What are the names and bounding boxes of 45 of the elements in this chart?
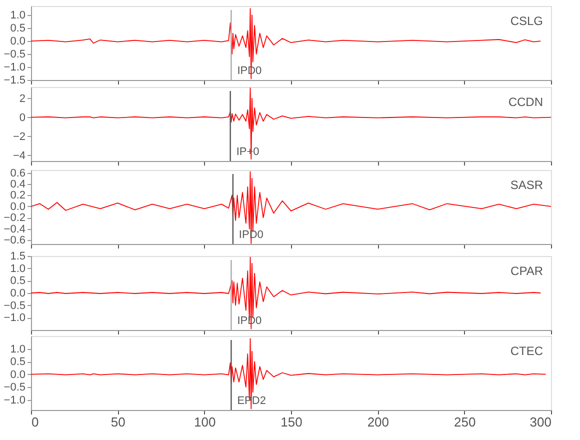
y-tick-label: −1.0 [4,394,26,406]
y-tick-label: −1.0 [4,312,26,324]
line-series [31,88,551,160]
x-tick-label: 100 [194,414,216,430]
y-tick-label: 1.5 [10,250,26,262]
y-tick-label: 0.0 [10,200,26,213]
y-tick-label: 1.0 [10,10,26,22]
y-tick-label: 0.0 [10,368,26,381]
y-tick-label: 0 [19,112,26,124]
y-tick-label: −0.5 [4,300,26,312]
y-tick-label: 0.0 [10,36,26,48]
x-tick-label: 300 [530,414,552,430]
x-tick-label: 250 [454,414,476,430]
text: CCDN [508,95,543,109]
y-tick-label: 1.0 [10,262,26,275]
text: SASR [510,178,544,192]
line-series [31,338,546,410]
text: CPAR [510,264,544,278]
y-tick-label: −0.6 [4,234,26,247]
y-tick-label: 1.0 [10,343,26,356]
y-tick-label: −1.0 [4,62,26,74]
y-tick-label: −0.5 [4,382,26,394]
x-tick-label: 50 [110,414,126,430]
x-tick-label: 150 [280,414,302,430]
x-tick-label: 200 [367,414,390,430]
y-tick-label: 0.5 [10,22,26,35]
x-tick-label: 0 [32,414,39,430]
y-tick-label: 2 [19,92,26,105]
line-series [31,8,542,80]
y-tick-label: −2 [12,130,26,143]
y-tick-label: 0.2 [10,190,26,202]
y-tick-label: −0.4 [4,223,26,236]
text: CTEC [510,344,544,358]
text: CSLG [510,14,543,28]
y-tick-label: −0.5 [4,48,26,61]
line-series [31,256,542,330]
y-tick-label: 0.0 [10,288,26,300]
line-series [31,171,551,244]
y-tick-label: −4 [12,150,26,162]
y-tick-label: 0.5 [10,275,26,288]
y-tick-label: −1.5 [4,74,26,86]
y-tick-label: 0.5 [10,356,26,368]
y-tick-label: 0.6 [10,167,26,180]
y-tick-label: −0.2 [4,212,26,224]
y-tick-label: 0.4 [10,178,26,191]
